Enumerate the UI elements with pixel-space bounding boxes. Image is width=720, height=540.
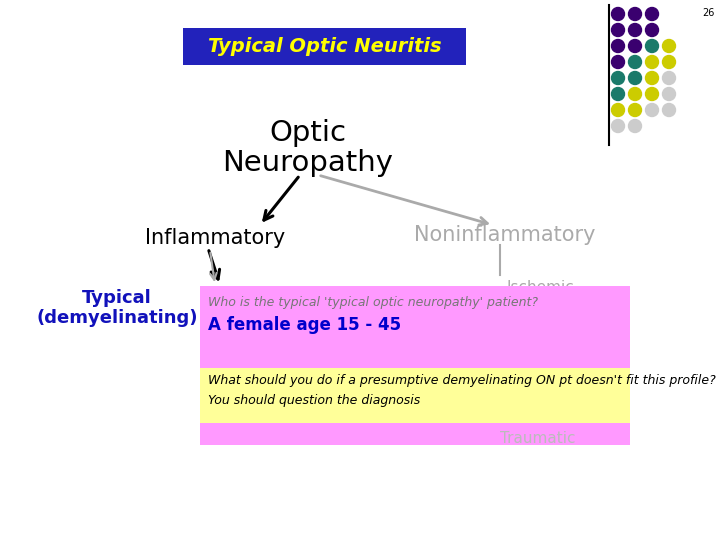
- Circle shape: [629, 119, 642, 132]
- Text: Noninflammatory: Noninflammatory: [414, 225, 595, 245]
- Circle shape: [629, 56, 642, 69]
- Circle shape: [662, 104, 675, 117]
- Circle shape: [611, 39, 624, 52]
- Circle shape: [646, 71, 659, 84]
- Circle shape: [611, 119, 624, 132]
- Circle shape: [611, 87, 624, 100]
- Text: What should you do if a presumptive demyelinating ON pt doesn't fit this profile: What should you do if a presumptive demy…: [208, 374, 716, 387]
- Text: Inflammatory: Inflammatory: [145, 228, 285, 248]
- Text: You should question the diagnosis: You should question the diagnosis: [208, 394, 420, 407]
- Text: 26: 26: [703, 8, 715, 18]
- Circle shape: [646, 87, 659, 100]
- Circle shape: [611, 71, 624, 84]
- Text: A female age 15 - 45: A female age 15 - 45: [208, 316, 401, 334]
- FancyBboxPatch shape: [200, 368, 630, 423]
- Text: Who is the typical 'typical optic neuropathy' patient?: Who is the typical 'typical optic neurop…: [208, 296, 538, 309]
- Text: Traumatic: Traumatic: [500, 431, 575, 446]
- Text: Optic
Neuropathy: Optic Neuropathy: [222, 119, 394, 177]
- FancyBboxPatch shape: [183, 28, 466, 65]
- Text: Ischemic: Ischemic: [507, 280, 575, 295]
- Circle shape: [646, 8, 659, 21]
- Circle shape: [611, 104, 624, 117]
- Circle shape: [629, 71, 642, 84]
- FancyBboxPatch shape: [200, 423, 630, 445]
- Circle shape: [629, 39, 642, 52]
- Circle shape: [646, 104, 659, 117]
- Circle shape: [662, 39, 675, 52]
- FancyBboxPatch shape: [200, 286, 630, 368]
- Circle shape: [646, 56, 659, 69]
- Circle shape: [611, 56, 624, 69]
- Circle shape: [611, 8, 624, 21]
- Circle shape: [629, 8, 642, 21]
- Circle shape: [629, 104, 642, 117]
- Circle shape: [646, 24, 659, 37]
- Circle shape: [646, 39, 659, 52]
- Text: Typical
(demyelinating): Typical (demyelinating): [36, 288, 198, 327]
- Circle shape: [629, 87, 642, 100]
- Text: Typical Optic Neuritis: Typical Optic Neuritis: [207, 37, 441, 56]
- Circle shape: [629, 24, 642, 37]
- Circle shape: [662, 56, 675, 69]
- Circle shape: [662, 87, 675, 100]
- Circle shape: [611, 24, 624, 37]
- Circle shape: [662, 71, 675, 84]
